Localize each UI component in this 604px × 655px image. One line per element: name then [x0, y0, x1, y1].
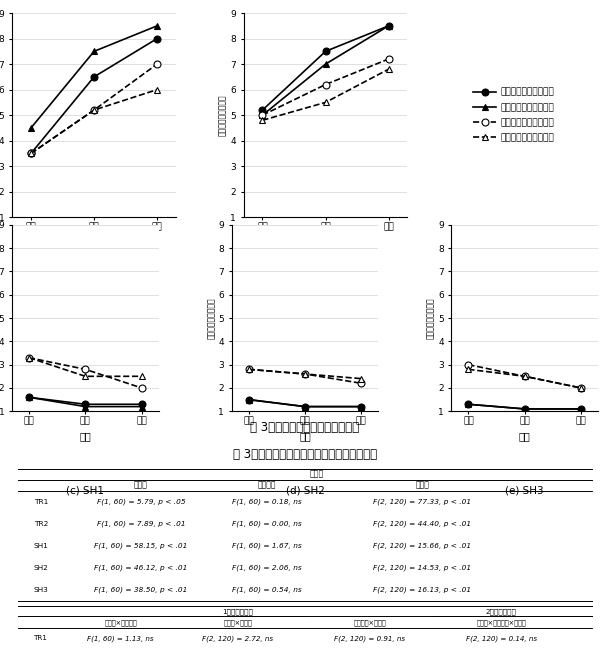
Text: F(2, 120) = 0.14, ns: F(2, 120) = 0.14, ns — [466, 635, 537, 642]
Text: F(1, 60) = 0.18, ns: F(1, 60) = 0.18, ns — [232, 498, 302, 505]
Text: F(2, 120) = 15.66, p < .01: F(2, 120) = 15.66, p < .01 — [373, 543, 471, 550]
Text: (d) SH2: (d) SH2 — [286, 486, 324, 496]
Legend: 弁別性高－確定情報有, 弁別性高－確定情報無, 弁別性低－確定情報有, 弁別性低－確定情報無: 弁別性高－確定情報有, 弁別性高－確定情報無, 弁別性低－確定情報有, 弁別性低… — [474, 88, 554, 143]
Text: 弁別性×確定情報×試行数: 弁別性×確定情報×試行数 — [477, 619, 526, 626]
Text: 図 3　トリック有無評定値の推移: 図 3 トリック有無評定値の推移 — [251, 421, 359, 434]
Text: (b) TR2: (b) TR2 — [307, 299, 344, 309]
Text: F(2, 120) = 0.91, ns: F(2, 120) = 0.91, ns — [334, 635, 405, 642]
Text: 弁別性×確定情報: 弁別性×確定情報 — [104, 619, 137, 626]
Text: F(1, 60) = 0.00, ns: F(1, 60) = 0.00, ns — [232, 521, 302, 527]
Text: 試行数: 試行数 — [416, 481, 429, 490]
Text: F(1, 60) = 46.12, p < .01: F(1, 60) = 46.12, p < .01 — [94, 565, 188, 571]
Text: F(1, 60) = 38.50, p < .01: F(1, 60) = 38.50, p < .01 — [94, 587, 188, 593]
Text: SH3: SH3 — [34, 587, 49, 593]
Text: 確定情報: 確定情報 — [258, 481, 276, 490]
Text: 1次の交互作用: 1次の交互作用 — [222, 608, 253, 614]
Y-axis label: トリック有無評定値: トリック有無評定値 — [207, 297, 216, 339]
X-axis label: 試行: 試行 — [519, 432, 530, 441]
Text: 表 3　トリック有無評定値の分散分析の結果: 表 3 トリック有無評定値の分散分析の結果 — [233, 449, 377, 461]
Text: (a) TR1: (a) TR1 — [76, 299, 113, 309]
Text: SH2: SH2 — [34, 565, 49, 571]
Text: 主効果: 主効果 — [310, 470, 324, 479]
X-axis label: 試行: 試行 — [320, 237, 332, 248]
Text: F(1, 60) = 1.67, ns: F(1, 60) = 1.67, ns — [232, 543, 302, 550]
Text: TR1: TR1 — [34, 635, 48, 641]
Text: F(2, 120) = 14.53, p < .01: F(2, 120) = 14.53, p < .01 — [373, 565, 471, 571]
Text: F(1, 60) = 5.79, p < .05: F(1, 60) = 5.79, p < .05 — [97, 498, 185, 505]
Text: TR2: TR2 — [34, 521, 48, 527]
Text: F(2, 120) = 16.13, p < .01: F(2, 120) = 16.13, p < .01 — [373, 587, 471, 593]
X-axis label: 試行: 試行 — [80, 432, 91, 441]
Text: (e) SH3: (e) SH3 — [506, 486, 544, 496]
Text: F(1, 60) = 1.13, ns: F(1, 60) = 1.13, ns — [87, 635, 154, 642]
X-axis label: 試行: 試行 — [88, 237, 100, 248]
Y-axis label: トリック有無評定値: トリック有無評定値 — [426, 297, 435, 339]
Y-axis label: トリック有無評定値: トリック有無評定値 — [219, 94, 227, 136]
Text: TR1: TR1 — [34, 499, 48, 505]
Text: F(1, 60) = 58.15, p < .01: F(1, 60) = 58.15, p < .01 — [94, 543, 188, 550]
Text: F(1, 60) = 7.89, p < .01: F(1, 60) = 7.89, p < .01 — [97, 521, 185, 527]
Text: F(2, 120) = 44.40, p < .01: F(2, 120) = 44.40, p < .01 — [373, 521, 471, 527]
Text: 2次の交互作用: 2次の交互作用 — [486, 608, 517, 614]
Text: SH1: SH1 — [34, 543, 49, 549]
Text: F(1, 60) = 0.54, ns: F(1, 60) = 0.54, ns — [232, 587, 302, 593]
Text: 弁別性: 弁別性 — [134, 481, 148, 490]
Text: 弁別性×試行数: 弁別性×試行数 — [223, 619, 252, 626]
Text: (c) SH1: (c) SH1 — [66, 486, 104, 496]
Text: F(1, 60) = 2.06, ns: F(1, 60) = 2.06, ns — [232, 565, 302, 571]
Text: F(2, 120) = 77.33, p < .01: F(2, 120) = 77.33, p < .01 — [373, 498, 471, 505]
Text: 確定情報×試行数: 確定情報×試行数 — [353, 619, 386, 626]
X-axis label: 試行: 試行 — [299, 432, 311, 441]
Text: F(2, 120) = 2.72, ns: F(2, 120) = 2.72, ns — [202, 635, 273, 642]
